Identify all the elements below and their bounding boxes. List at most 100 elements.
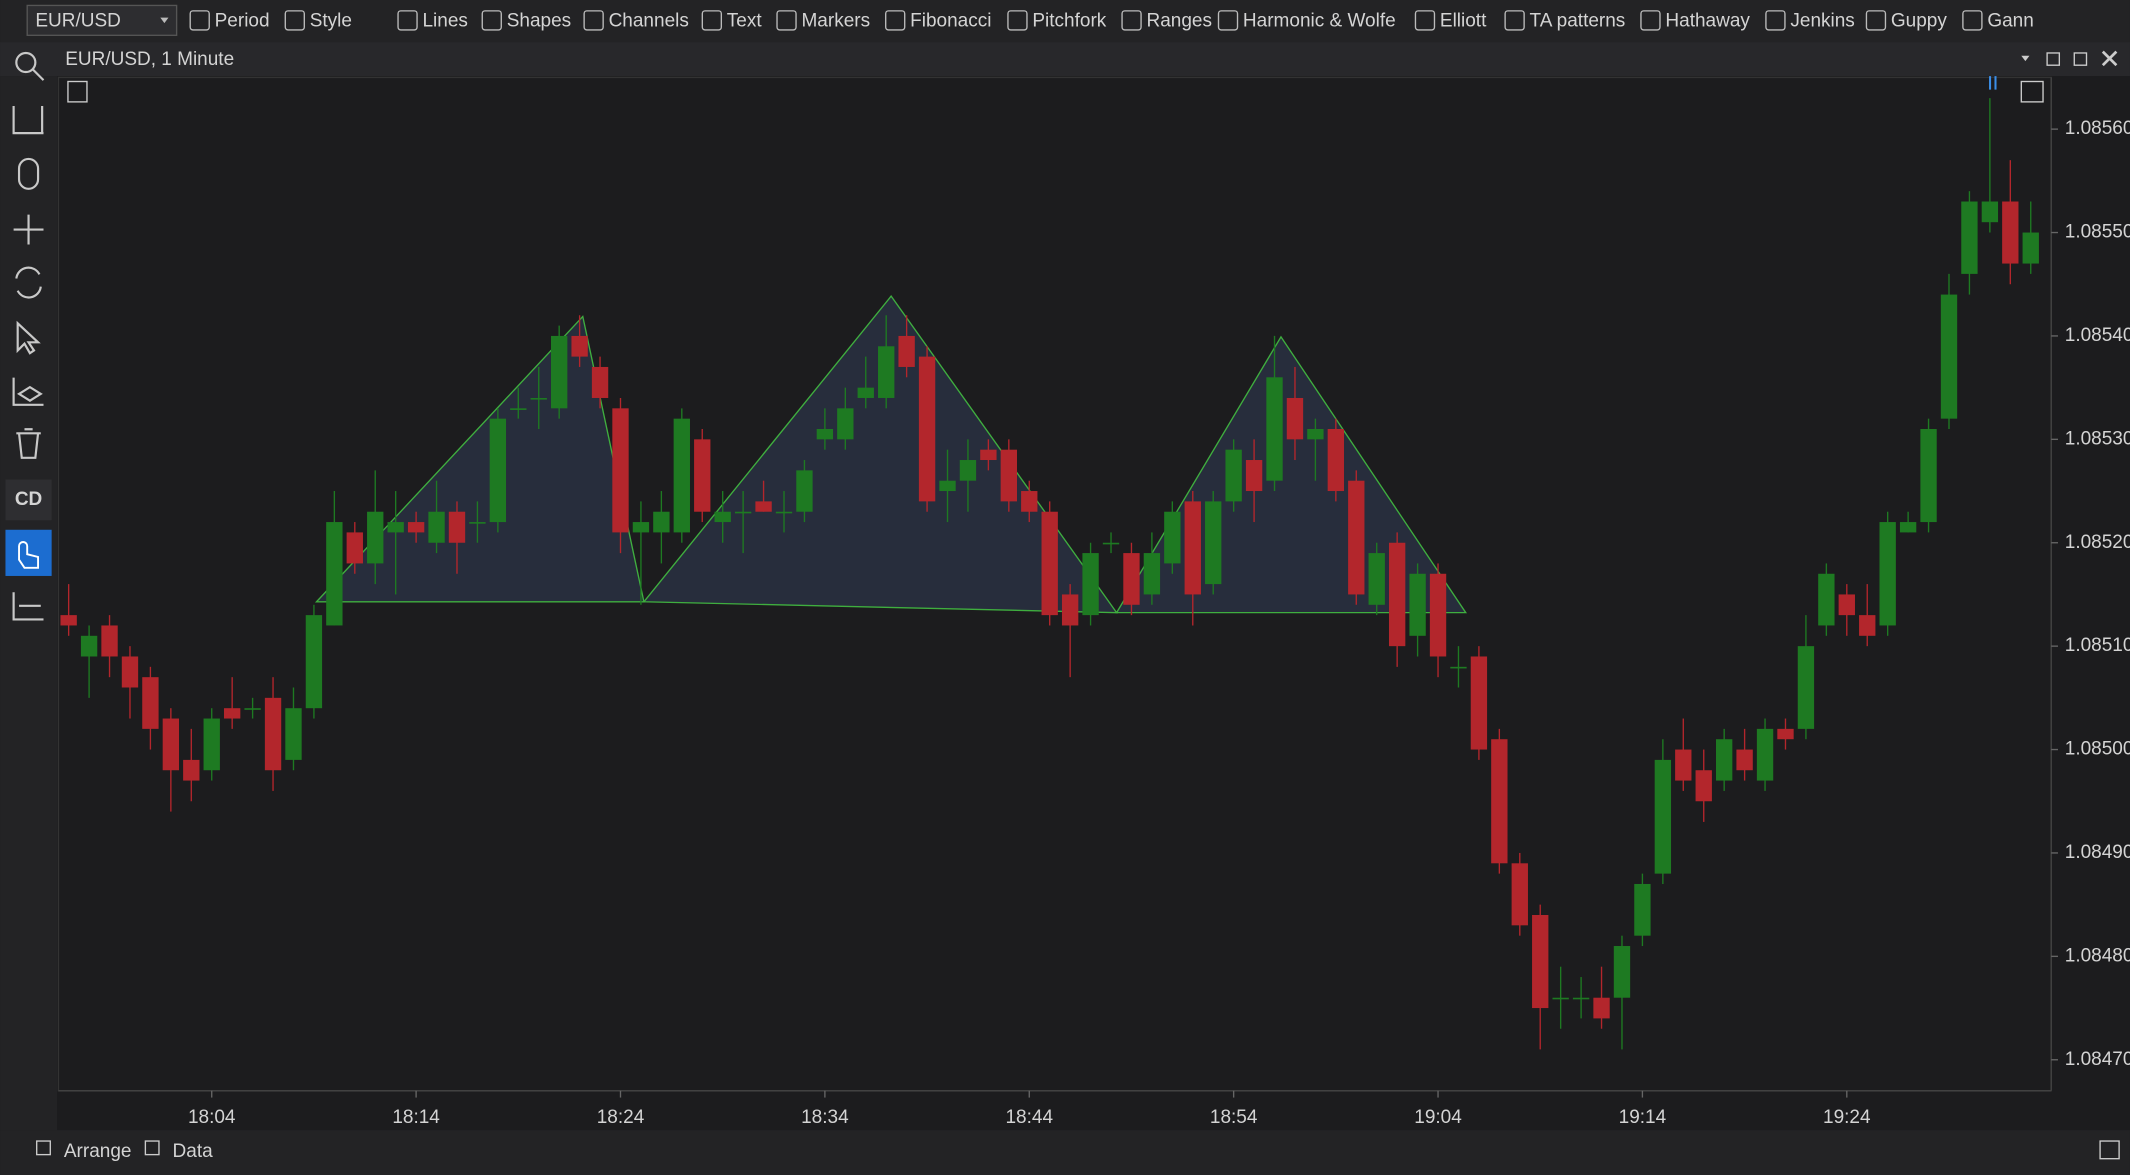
candle-body [2022, 232, 2039, 264]
panel-toggle-bottom[interactable] [2099, 1140, 2120, 1160]
candle-body [775, 511, 793, 514]
zoom-tool[interactable] [15, 51, 37, 74]
window-controls [2021, 50, 2118, 67]
toolbar-button[interactable]: Harmonic & Wolfe [1243, 11, 1396, 32]
candle-body [407, 522, 425, 533]
sidebar-tools [12, 51, 45, 459]
close-button[interactable] [2101, 50, 2118, 67]
candle-body [121, 656, 139, 688]
refresh-tool[interactable] [15, 266, 42, 299]
candle-body [571, 335, 588, 357]
delete-tool[interactable] [16, 428, 41, 459]
candle-body [796, 470, 813, 512]
x-tick-label: 19:14 [1619, 1107, 1667, 1128]
candle-body [734, 511, 752, 514]
bottom-button[interactable]: Data [173, 1141, 214, 1162]
candle-body [1797, 646, 1815, 729]
touch-tool[interactable] [5, 529, 52, 576]
pattern-triangle[interactable] [1115, 335, 1467, 614]
y-tick-label: 1.08560 [2065, 118, 2130, 139]
candle-body [918, 356, 936, 502]
measure-tool[interactable] [12, 105, 44, 135]
symbol-select[interactable] [26, 4, 178, 36]
toolbar-button[interactable]: Text [727, 11, 763, 32]
toolbar-icon [1121, 10, 1142, 31]
toolbar-button[interactable]: Style [310, 11, 352, 32]
candle-body [1307, 428, 1324, 440]
candle-body [326, 522, 343, 626]
maximize-button[interactable] [2073, 52, 2088, 66]
candle-body [1470, 656, 1488, 750]
toolbar-items: Period Style Lines Shapes Channels Text Marker… [189, 10, 2034, 32]
candle-body [1511, 863, 1528, 926]
toolbar-icon [1865, 10, 1887, 31]
bottom-button[interactable]: Arrange [64, 1141, 132, 1162]
candle-body [837, 408, 854, 440]
y-tick-label: 1.08490 [2065, 842, 2130, 863]
toolbar-button[interactable]: Fibonacci [910, 11, 991, 32]
candle-body [1899, 522, 1917, 533]
toolbar-button[interactable]: Ranges [1147, 11, 1213, 32]
candle-body [1450, 666, 1467, 669]
toolbar-button[interactable]: Hathaway [1665, 11, 1750, 32]
candle-body [305, 615, 323, 709]
candle-body [694, 439, 711, 512]
toolbar-button[interactable]: Pitchfork [1032, 11, 1106, 32]
x-tick-label: 19:24 [1823, 1107, 1871, 1128]
panel-toggle-right[interactable] [2020, 80, 2044, 103]
toolbar-button[interactable]: Markers [801, 11, 870, 32]
candle-body [1838, 594, 1855, 616]
candle-body [816, 428, 834, 440]
toolbar-icon [481, 10, 502, 31]
select-tool[interactable] [16, 320, 41, 355]
candle-body [80, 635, 98, 657]
panel-toggle-left[interactable] [67, 80, 88, 103]
toolbar-icon [1217, 10, 1239, 31]
toolbar-button[interactable]: Lines [422, 11, 467, 32]
toolbar-button[interactable]: Channels [609, 11, 689, 32]
candle-body [1634, 883, 1651, 936]
toolbar-icon [1640, 10, 1661, 31]
candle-body [1409, 573, 1426, 636]
axes: 1.08560 1.08550 1.08540 1.08530 1.08520 1.085… [188, 118, 2130, 1128]
candle-body [1327, 428, 1345, 492]
y-tick-label: 1.08520 [2065, 532, 2130, 553]
candle-body [162, 718, 180, 771]
candle-body [387, 522, 404, 533]
menu-button[interactable] [2021, 55, 2030, 62]
scroll-tool[interactable] [17, 157, 40, 190]
toolbar-button[interactable]: TA patterns [1530, 11, 1626, 32]
candle-body [1348, 480, 1365, 595]
candle-body [1000, 449, 1018, 502]
layers-tool[interactable] [12, 377, 44, 406]
indicator-tool[interactable] [12, 592, 44, 621]
candle-body [469, 522, 486, 524]
candle-body [939, 480, 956, 492]
candle-body [1859, 615, 1876, 636]
candle-body [60, 615, 77, 626]
candle-body [510, 408, 527, 410]
bottom-bar [0, 1130, 2130, 1175]
detach-button[interactable] [2046, 52, 2061, 66]
y-tick-label: 1.08540 [2065, 325, 2130, 346]
candle-body [1143, 553, 1161, 595]
toolbar-button[interactable]: Jenkins [1790, 11, 1854, 32]
candle-body [857, 387, 874, 398]
pan-tool[interactable] [13, 214, 44, 245]
cd-button[interactable] [5, 479, 52, 521]
toolbar-button[interactable]: Elliott [1440, 11, 1487, 32]
toolbar-button[interactable]: Shapes [507, 11, 571, 32]
toolbar-button[interactable]: Gann [1987, 11, 2033, 32]
candle-body [2002, 201, 2019, 264]
arrange-icon [36, 1140, 51, 1156]
candle-body [428, 511, 445, 543]
toolbar [0, 0, 2130, 43]
toolbar-button[interactable]: Guppy [1891, 11, 1947, 32]
toolbar-button[interactable]: Period [215, 11, 270, 32]
candle-body [1961, 201, 1978, 274]
candle-body [898, 335, 915, 367]
candle-body [1368, 553, 1385, 605]
x-tick-label: 19:04 [1414, 1107, 1462, 1128]
candle-body [1613, 946, 1631, 998]
